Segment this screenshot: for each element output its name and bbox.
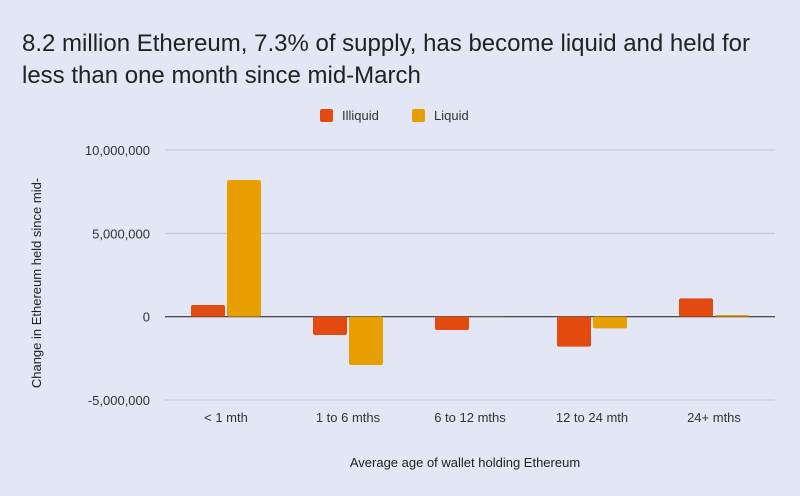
bar-liquid-0 [227, 180, 261, 317]
y-tick-label: 0 [143, 310, 150, 325]
legend-swatch-illiquid [320, 109, 333, 122]
bar-illiquid-4 [679, 298, 713, 317]
x-tick-label: < 1 mth [204, 410, 248, 425]
legend-label-liquid: Liquid [434, 108, 469, 123]
x-axis-title: Average age of wallet holding Ethereum [350, 455, 580, 470]
chart-title: 8.2 million Ethereum, 7.3% of supply, ha… [22, 30, 750, 89]
y-axis-title: Change in Ethereum held since mid- [29, 178, 44, 388]
bars [191, 180, 749, 365]
legend-swatch-liquid [412, 109, 425, 122]
y-tick-label: 5,000,000 [92, 226, 150, 241]
bar-liquid-4 [715, 315, 749, 317]
legend: Illiquid Liquid [320, 108, 469, 123]
bar-illiquid-0 [191, 305, 225, 317]
x-tick-label: 24+ mths [687, 410, 741, 425]
x-tick-label: 1 to 6 mths [316, 410, 381, 425]
x-tick-label: 6 to 12 mths [434, 410, 506, 425]
legend-label-illiquid: Illiquid [342, 108, 379, 123]
bar-liquid-3 [593, 316, 627, 329]
bar-liquid-1 [349, 316, 383, 365]
bar-illiquid-3 [557, 316, 591, 347]
bar-illiquid-1 [313, 316, 347, 335]
y-tick-label: 10,000,000 [85, 143, 150, 158]
gridlines [165, 149, 775, 401]
y-tick-label: -5,000,000 [88, 393, 150, 408]
bar-illiquid-2 [435, 316, 469, 330]
tick-labels: 10,000,000 5,000,000 0 -5,000,000 < 1 mth 1 t… [85, 143, 741, 425]
x-tick-label: 12 to 24 mth [556, 410, 628, 425]
